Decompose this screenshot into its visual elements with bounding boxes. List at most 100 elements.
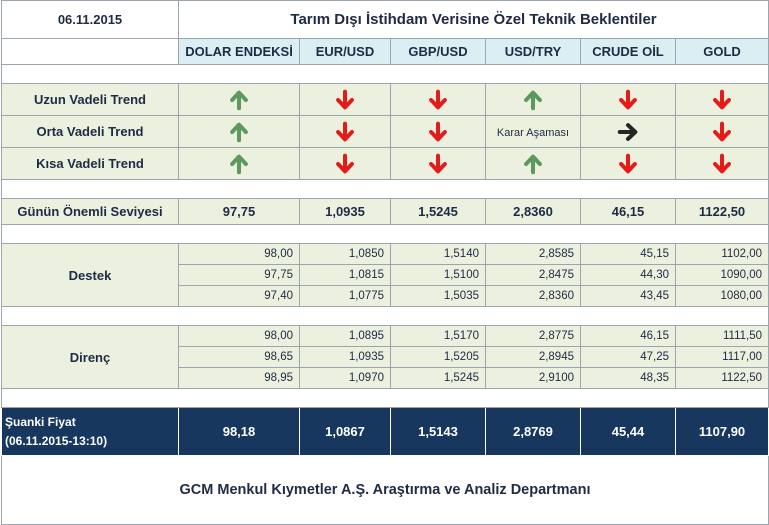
- support-value: 1090,00: [674, 264, 769, 286]
- spacer-cell: [0, 64, 769, 84]
- trend-cell: [485, 83, 581, 116]
- support-row: Destek 98,00 1,0850 1,5140 2,8585 45,15 …: [1, 243, 769, 307]
- resistance-value: 1122,50: [674, 367, 769, 389]
- arrow-down-icon: [711, 89, 733, 111]
- resistance-row: Direnç 98,00 1,0895 1,5170 2,8775 46,15 …: [1, 325, 769, 389]
- trend-cell: [178, 147, 300, 180]
- trend-row-long: Uzun Vadeli Trend: [1, 83, 769, 116]
- support-value: 1,5035: [390, 285, 486, 307]
- key-level-value: 1,0935: [299, 198, 391, 225]
- support-value: 98,00: [178, 243, 300, 265]
- current-price-value: 1,0867: [299, 407, 391, 456]
- spacer-cell: [0, 179, 769, 199]
- support-row: 97,75 1,0815 1,5100 2,8475 44,30 1090,00: [2, 264, 769, 286]
- trend-cell: [299, 147, 391, 180]
- arrow-down-icon: [711, 153, 733, 175]
- resistance-value: 1,5170: [390, 325, 486, 347]
- support-value: 1102,00: [674, 243, 769, 265]
- trend-cell: [580, 83, 676, 116]
- arrow-down-icon: [334, 121, 356, 143]
- arrow-up-icon: [228, 153, 250, 175]
- trend-label: Orta Vadeli Trend: [1, 115, 179, 148]
- current-price-row: Şuanki Fiyat (06.11.2015-13:10) 98,18 1,…: [1, 407, 769, 456]
- resistance-value: 98,95: [178, 367, 300, 389]
- resistance-value: 47,25: [580, 346, 676, 368]
- resistance-value: 1,0970: [299, 367, 391, 389]
- arrow-up-icon: [522, 153, 544, 175]
- page-title: Tarım Dışı İstihdam Verisine Özel Teknik…: [177, 0, 769, 39]
- support-value: 1,5140: [390, 243, 486, 265]
- key-level-row: Günün Önemli Seviyesi 97,75 1,0935 1,524…: [1, 198, 769, 225]
- support-label: Destek: [1, 243, 179, 307]
- spacer-cell: [0, 306, 769, 326]
- current-price-value: 1107,90: [674, 407, 769, 456]
- current-price-title: Şuanki Fiyat: [5, 414, 76, 429]
- trend-label: Kısa Vadeli Trend: [1, 147, 179, 180]
- arrow-down-icon: [617, 153, 639, 175]
- key-level-value: 97,75: [178, 198, 300, 225]
- resistance-row: 98,95 1,0970 1,5245 2,9100 48,35 1122,50: [2, 367, 769, 389]
- report-date: 06.11.2015: [1, 0, 179, 39]
- resistance-value: 98,65: [178, 346, 300, 368]
- support-value: 1,0850: [299, 243, 391, 265]
- arrow-down-icon: [427, 153, 449, 175]
- trend-cell: [299, 83, 391, 116]
- trend-cell: [674, 83, 769, 116]
- trend-cell: [674, 147, 769, 180]
- resistance-value: 46,15: [580, 325, 676, 347]
- key-level-value: 2,8360: [485, 198, 581, 225]
- current-price-label: Şuanki Fiyat (06.11.2015-13:10): [1, 407, 179, 456]
- footer-text: GCM Menkul Kıymetler A.Ş. Araştırma ve A…: [0, 455, 769, 525]
- current-price-timestamp: (06.11.2015-13:10): [5, 433, 108, 448]
- resistance-row: 98,65 1,0935 1,5205 2,8945 47,25 1117,00: [2, 346, 769, 368]
- resistance-label: Direnç: [1, 325, 179, 389]
- support-value: 1080,00: [674, 285, 769, 307]
- spacer-cell: [0, 224, 769, 244]
- spacer-cell: [0, 388, 769, 408]
- spacer-row: [0, 224, 769, 244]
- support-value: 45,15: [580, 243, 676, 265]
- resistance-value: 48,35: [580, 367, 676, 389]
- trend-cell: [580, 147, 676, 180]
- resistance-value: 1,0935: [299, 346, 391, 368]
- arrow-down-icon: [711, 121, 733, 143]
- arrow-down-icon: [334, 153, 356, 175]
- resistance-value: 2,8945: [485, 346, 581, 368]
- resistance-value: 98,00: [178, 325, 300, 347]
- support-value: 2,8585: [485, 243, 581, 265]
- trend-cell: [390, 83, 486, 116]
- trend-row-medium: Orta Vadeli Trend Karar Aşaması: [1, 115, 769, 148]
- support-value: 97,75: [178, 264, 300, 286]
- support-value: 2,8475: [485, 264, 581, 286]
- arrow-down-icon: [617, 89, 639, 111]
- support-value: 97,40: [178, 285, 300, 307]
- header-row: 06.11.2015 Tarım Dışı İstihdam Verisine …: [1, 0, 769, 39]
- resistance-value: 1,0895: [299, 325, 391, 347]
- key-level-value: 1,5245: [390, 198, 486, 225]
- trend-cell: Karar Aşaması: [485, 115, 581, 148]
- trend-cell: [390, 115, 486, 148]
- spacer-row: [0, 388, 769, 408]
- current-price-value: 45,44: [580, 407, 676, 456]
- spacer-row: [0, 179, 769, 199]
- support-value: 44,30: [580, 264, 676, 286]
- arrow-down-icon: [427, 121, 449, 143]
- trend-cell: [580, 115, 676, 148]
- key-level-value: 1122,50: [674, 198, 769, 225]
- trend-note: Karar Aşaması: [496, 126, 570, 139]
- corner-cell: [1, 38, 179, 65]
- support-value: 1,0775: [299, 285, 391, 307]
- arrow-down-icon: [334, 89, 356, 111]
- current-price-value: 98,18: [178, 407, 300, 456]
- trend-row-short: Kısa Vadeli Trend: [1, 147, 769, 180]
- key-level-value: 46,15: [580, 198, 676, 225]
- arrow-up-icon: [228, 121, 250, 143]
- trend-cell: [485, 147, 581, 180]
- spacer-row: [0, 64, 769, 84]
- col-eur-usd: EUR/USD: [299, 38, 391, 65]
- resistance-value: 2,9100: [485, 367, 581, 389]
- current-price-value: 1,5143: [390, 407, 486, 456]
- spacer-row: [0, 306, 769, 326]
- trend-cell: [178, 83, 300, 116]
